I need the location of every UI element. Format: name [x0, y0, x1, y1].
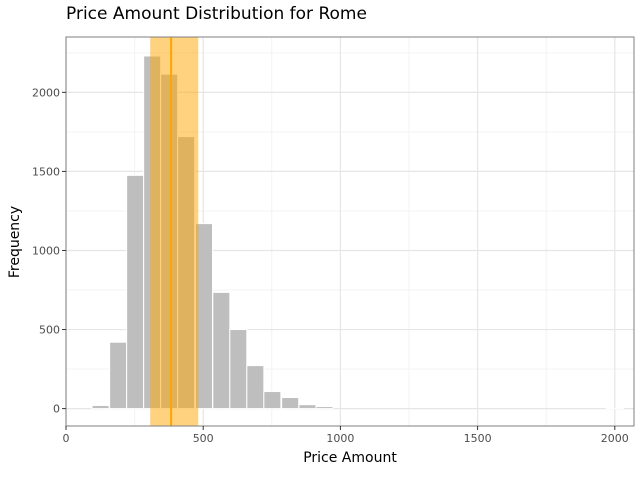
histogram-bar [263, 391, 282, 410]
x-tick-label: 1500 [464, 432, 492, 445]
histogram-bar [126, 174, 145, 410]
y-tick-label: 2000 [32, 86, 60, 99]
x-tick-label: 1000 [326, 432, 354, 445]
y-tick-label: 1000 [32, 244, 60, 257]
x-tick-label: 2000 [601, 432, 629, 445]
histogram-bar [229, 329, 248, 410]
histogram-bar [281, 397, 300, 410]
histogram-bar [298, 404, 317, 410]
histogram-bar [91, 404, 110, 410]
histogram-bar [246, 365, 265, 410]
histogram-bar [212, 291, 231, 410]
x-tick-label: 500 [193, 432, 214, 445]
y-tick-label: 500 [39, 324, 60, 337]
iqr-band [150, 37, 199, 426]
chart-title: Price Amount Distribution for Rome [66, 4, 367, 24]
x-tick-label: 0 [63, 432, 70, 445]
panel-border [65, 36, 635, 427]
y-tick-label: 0 [53, 403, 60, 416]
histogram-bar [109, 341, 128, 410]
y-tick-label: 1500 [32, 165, 60, 178]
x-axis-label: Price Amount [303, 450, 397, 466]
histogram-bar [315, 406, 334, 410]
